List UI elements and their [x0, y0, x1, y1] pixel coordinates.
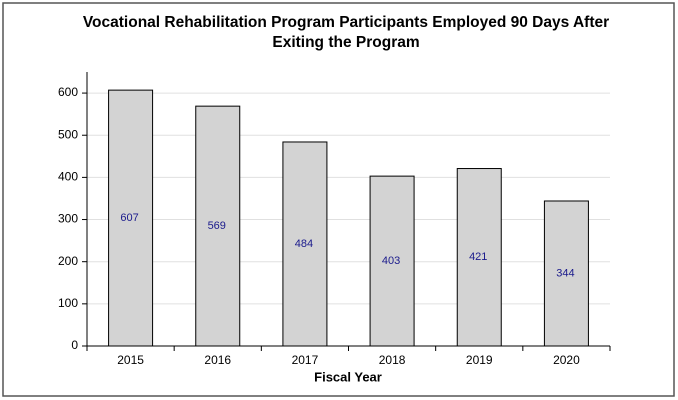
y-tick-label: 500 [58, 127, 78, 141]
x-tick-label: 2017 [292, 353, 319, 367]
value-label: 403 [382, 255, 400, 267]
x-tick-label: 2016 [204, 353, 231, 367]
y-tick-label: 200 [58, 254, 78, 268]
bar [543, 200, 589, 347]
chart-title-line2: Exiting the Program [272, 34, 419, 51]
x-tick-label: 2018 [379, 353, 406, 367]
bar [456, 168, 502, 347]
x-tick-label: 2015 [117, 353, 144, 367]
x-tick-label: 2020 [553, 353, 580, 367]
bar [108, 89, 154, 347]
bar [282, 141, 328, 347]
value-label: 607 [120, 212, 138, 224]
value-label: 569 [208, 220, 226, 232]
value-label: 344 [556, 267, 574, 279]
y-tick-label: 0 [71, 338, 78, 352]
bar [369, 175, 415, 347]
chart-title: Vocational Rehabilitation Program Partic… [83, 14, 609, 31]
y-tick-label: 600 [58, 85, 78, 99]
x-tick-label: 2019 [466, 353, 493, 367]
y-tick-label: 100 [58, 296, 78, 310]
value-label: 421 [469, 251, 487, 263]
y-tick-label: 400 [58, 170, 78, 184]
x-axis-title: Fiscal Year [314, 369, 382, 384]
bar [195, 105, 241, 347]
y-tick-label: 300 [58, 212, 78, 226]
value-label: 484 [295, 238, 313, 250]
